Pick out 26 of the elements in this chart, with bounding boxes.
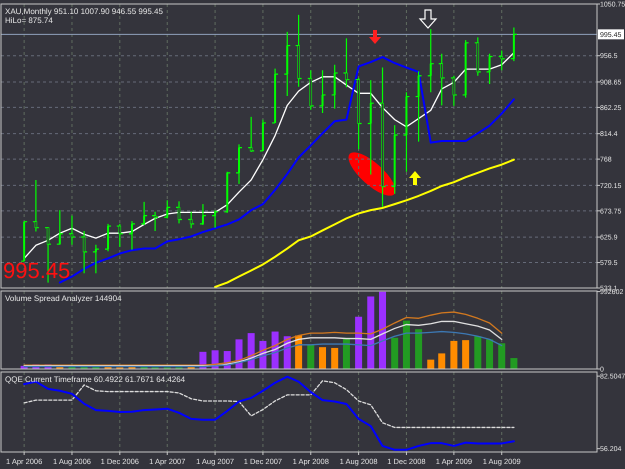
bar [486, 339, 494, 369]
line-series [214, 158, 515, 288]
bar [307, 344, 314, 369]
chart-title: XAU,Monthly 951.10 1007.90 946.55 995.45 [5, 7, 164, 16]
bar [331, 348, 338, 369]
bar [450, 340, 458, 369]
bar [415, 329, 422, 369]
bar [355, 316, 362, 369]
bar [402, 320, 410, 369]
bar [391, 338, 398, 369]
line-series [23, 320, 502, 367]
bar [462, 340, 470, 369]
text: HiLo= 875.74 [5, 16, 54, 25]
line-series [23, 330, 502, 368]
bar [319, 347, 326, 369]
bar [498, 343, 506, 369]
bar [510, 358, 518, 369]
line-series [23, 376, 515, 451]
bar [438, 353, 446, 369]
bar [367, 296, 374, 369]
bar [474, 336, 482, 369]
chart-title: Volume Spread Analyzer 144904 [5, 294, 122, 303]
bar [427, 360, 434, 369]
chart-title: QQE Current Timeframe 60.4922 61.7671 64.4264 [5, 375, 186, 384]
line-series [23, 311, 502, 366]
bar [379, 292, 386, 369]
